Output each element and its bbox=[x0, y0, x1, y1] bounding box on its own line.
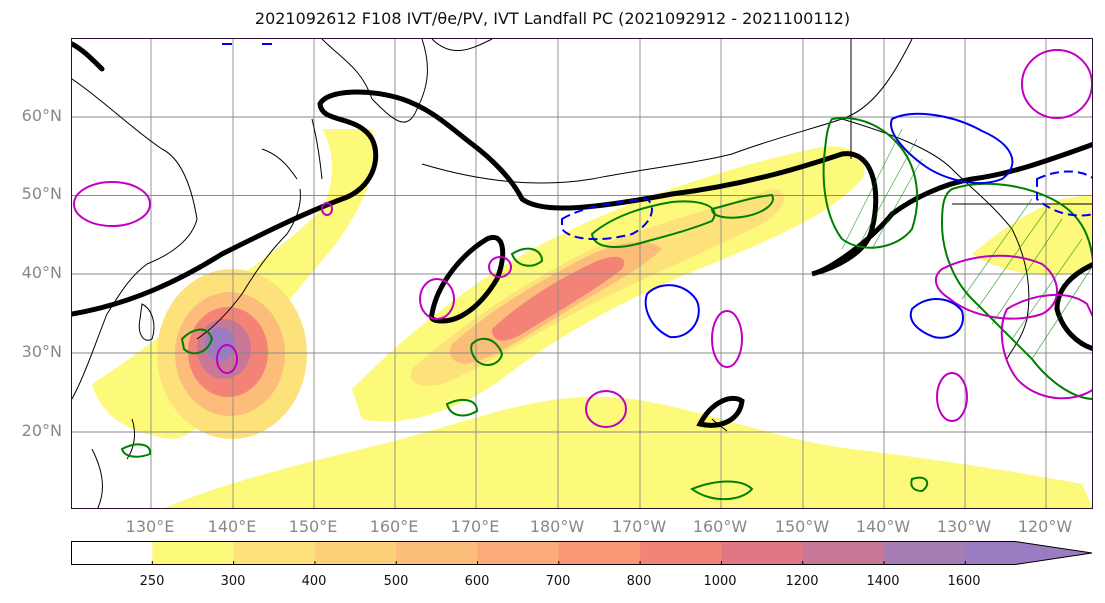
lon-label: 140°E bbox=[207, 517, 257, 536]
landfall-pc-contour-hawaii bbox=[696, 395, 745, 428]
lon-label: 170°W bbox=[611, 517, 667, 536]
ivt-colorbar-svg bbox=[71, 541, 1093, 565]
colorbar-extend-arrow bbox=[965, 541, 1092, 565]
theta-e-contours bbox=[120, 117, 1092, 501]
asia-coast bbox=[72, 78, 198, 400]
lon-label: 130°E bbox=[125, 517, 175, 536]
pv-positive-contour bbox=[216, 344, 238, 374]
pv-positive-contour bbox=[711, 310, 743, 368]
korea-coast bbox=[138, 303, 155, 341]
theta-e-contour bbox=[822, 117, 919, 249]
pv-positive-contour bbox=[1000, 293, 1092, 400]
ivt-band-tropics bbox=[164, 396, 1092, 508]
theta-e-contour bbox=[470, 337, 504, 366]
landfall-pc-contours bbox=[72, 41, 1092, 428]
pv-positive-contour bbox=[585, 390, 627, 428]
aleutian-chain bbox=[421, 153, 733, 184]
theta-e-contour bbox=[590, 200, 716, 248]
lat-label: 60°N bbox=[21, 106, 62, 125]
landfall-pc-contour-nw bbox=[72, 41, 105, 72]
theta-e-contour bbox=[120, 443, 152, 458]
pv-positive-contour bbox=[321, 202, 333, 216]
japan-islands bbox=[196, 148, 301, 340]
colorbar-segment bbox=[233, 541, 316, 565]
graticule bbox=[72, 39, 1092, 508]
landfall-pc-contour-north bbox=[72, 89, 1092, 317]
lon-label: 150°E bbox=[288, 517, 338, 536]
lon-label: 180°W bbox=[529, 517, 585, 536]
lon-label: 120°W bbox=[1017, 517, 1073, 536]
lat-label: 40°N bbox=[21, 263, 62, 282]
theta-e-contour bbox=[940, 182, 1092, 400]
colorbar-tick-label: 250 bbox=[139, 574, 165, 589]
colorbar-segment bbox=[152, 541, 235, 565]
lat-label: 20°N bbox=[21, 421, 62, 440]
coastlines bbox=[72, 39, 1092, 508]
philippines bbox=[91, 448, 103, 508]
colorbar-tick-label: 500 bbox=[383, 574, 409, 589]
pv-negative-contour bbox=[644, 284, 700, 339]
landfall-pc-contour-loop bbox=[429, 234, 506, 324]
sakhalin bbox=[311, 118, 323, 180]
colorbar-segment bbox=[721, 541, 804, 565]
theta-e-contour bbox=[910, 476, 929, 493]
pv-negative-contour bbox=[1036, 170, 1092, 217]
north-america-coast bbox=[841, 118, 1030, 360]
colorbar-outline bbox=[71, 541, 1093, 565]
colorbar-tick-label: 300 bbox=[220, 574, 246, 589]
theta-e-contour bbox=[445, 398, 479, 417]
canada-border bbox=[850, 39, 1092, 205]
pv-positive-contours bbox=[73, 49, 1092, 428]
alaska-coast bbox=[731, 39, 913, 155]
lon-label: 140°W bbox=[855, 517, 911, 536]
colorbar-tick-label: 600 bbox=[464, 574, 490, 589]
lon-label: 150°W bbox=[774, 517, 830, 536]
pv-positive-contour bbox=[419, 278, 455, 320]
lon-label: 160°W bbox=[692, 517, 748, 536]
colorbar-segment bbox=[558, 541, 641, 565]
colorbar-segment bbox=[640, 541, 722, 565]
colorbar-segment bbox=[396, 541, 478, 565]
pv-positive-contour bbox=[1021, 49, 1092, 119]
pv-positive-contour bbox=[934, 254, 1058, 320]
ivt-colorbar bbox=[71, 541, 1093, 565]
map-title: 2021092612 F108 IVT/θe/PV, IVT Landfall … bbox=[254, 9, 851, 28]
kamchatka bbox=[371, 39, 428, 123]
colorbar-segment bbox=[71, 541, 153, 565]
pv-positive-contour bbox=[936, 372, 968, 422]
theta-e-contour bbox=[689, 480, 754, 501]
colorbar-segment bbox=[314, 541, 397, 565]
colorbar-segment bbox=[884, 541, 966, 565]
lon-label: 160°E bbox=[369, 517, 419, 536]
colorbar-tick-label: 1000 bbox=[703, 574, 737, 589]
landfall-pc-contour-east bbox=[1054, 262, 1092, 351]
pv-negative-contour bbox=[909, 298, 964, 339]
colorbar-segment bbox=[802, 541, 885, 565]
pv-negative-contour bbox=[561, 197, 653, 241]
colorbar-tick-label: 800 bbox=[626, 574, 652, 589]
ivt-map-panel bbox=[71, 38, 1093, 509]
significance-hatching bbox=[841, 128, 1092, 360]
pv-positive-contour bbox=[73, 181, 151, 227]
pv-negative-contours bbox=[222, 43, 1092, 339]
theta-e-contour bbox=[510, 247, 544, 267]
theta-e-contour bbox=[710, 193, 774, 219]
colorbar-segment bbox=[477, 541, 560, 565]
ivt-map-canvas bbox=[72, 39, 1092, 508]
colorbar-tick-label: 700 bbox=[545, 574, 571, 589]
lat-label: 30°N bbox=[21, 342, 62, 361]
lon-label: 130°W bbox=[936, 517, 992, 536]
lon-label: 170°E bbox=[450, 517, 500, 536]
pv-positive-contour bbox=[488, 256, 512, 278]
ivt-typhoon-core bbox=[205, 327, 235, 361]
colorbar-tick-label: 400 bbox=[301, 574, 327, 589]
colorbar-tick-label: 1600 bbox=[947, 574, 981, 589]
theta-e-contour bbox=[180, 328, 214, 355]
pv-negative-contour bbox=[890, 112, 1014, 185]
lat-label: 50°N bbox=[21, 184, 62, 203]
colorbar-tick-label: 1200 bbox=[785, 574, 819, 589]
colorbar-tick-label: 1400 bbox=[866, 574, 900, 589]
